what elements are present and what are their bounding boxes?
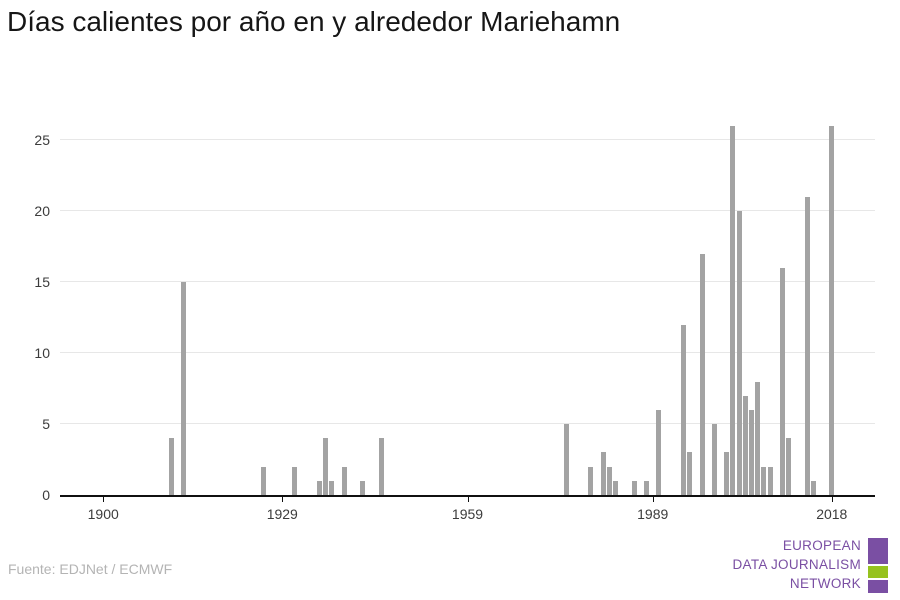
source-text: Fuente: EDJNet / ECMWF: [8, 561, 173, 577]
bar-1995: [687, 452, 693, 495]
bar-1945: [378, 438, 384, 495]
gridline-y-10: [60, 352, 875, 354]
bar-2006: [755, 381, 761, 495]
bar-2008: [767, 466, 773, 495]
bar-1931: [292, 466, 298, 495]
bar-1997: [699, 253, 705, 495]
logo-line-european: EUROPEAN: [782, 538, 861, 553]
bar-2015: [810, 480, 816, 495]
x-tick-label-1959: 1959: [451, 506, 484, 522]
bar-1936: [322, 438, 328, 495]
bar-chart-plot-area: 0 5 10 15 20 25 1900 1929 1959 1989 2018: [34, 112, 875, 522]
bar-1926: [261, 466, 267, 495]
bar-2011: [786, 438, 792, 495]
bar-2005: [749, 409, 754, 495]
gridline-y-20: [60, 210, 875, 212]
y-tick-label-0: 0: [42, 487, 50, 503]
bar-2018: [829, 126, 835, 495]
x-tick-label-1900: 1900: [87, 506, 119, 522]
x-tick-mark-1959: [467, 497, 469, 502]
bar-1999: [711, 424, 717, 495]
bar-2003: [736, 211, 742, 495]
bar-1937: [329, 480, 335, 495]
edjnet-logo-mark-icon: [868, 538, 888, 593]
bar-2001: [724, 452, 730, 495]
x-tick-mark-1900: [103, 497, 105, 502]
bar-2002: [730, 126, 736, 495]
y-tick-label-20: 20: [34, 203, 50, 220]
bar-1986: [631, 480, 637, 495]
x-tick-label-1989: 1989: [637, 506, 669, 522]
logo-line-network: NETWORK: [789, 576, 861, 592]
bar-1975: [563, 424, 569, 495]
bar-1988: [644, 480, 650, 495]
bar-1979: [588, 466, 594, 495]
logo-line-data-journalism: DATA JOURNALISM: [732, 557, 861, 573]
edjnet-logo: EUROPEAN DATA JOURNALISM NETWORK: [732, 538, 888, 593]
edjnet-logo-text: EUROPEAN DATA JOURNALISM NETWORK: [732, 538, 861, 593]
x-tick-label-1929: 1929: [266, 506, 298, 522]
chart-title: Días calientes por año en y alrededor Ma…: [7, 6, 621, 37]
x-tick-mark-1929: [282, 497, 284, 502]
bar-1981: [600, 452, 606, 495]
gridline-y-5: [60, 423, 875, 425]
logo-block-purple-bottom: [868, 580, 888, 593]
y-tick-label-15: 15: [34, 274, 50, 291]
x-tick-mark-2018: [831, 497, 833, 502]
bar-1994: [681, 324, 687, 495]
bar-1983: [613, 480, 619, 495]
x-tick-mark-1989: [652, 497, 654, 502]
bar-1939: [341, 466, 347, 495]
logo-block-green: [868, 566, 888, 578]
bar-2004: [742, 395, 748, 495]
y-tick-label-10: 10: [34, 345, 50, 362]
bar-1935: [316, 480, 322, 495]
logo-block-purple-top: [868, 538, 888, 564]
gridline-y-15: [60, 281, 875, 283]
bar-1911: [168, 438, 174, 495]
bar-2014: [804, 197, 810, 495]
y-tick-label-25: 25: [34, 132, 50, 149]
bar-1942: [360, 480, 366, 495]
bar-1990: [656, 409, 662, 495]
bar-1913: [180, 282, 186, 495]
bar-2007: [761, 466, 767, 495]
x-tick-label-2018: 2018: [816, 506, 848, 522]
gridline-y-25: [60, 139, 875, 141]
bar-2010: [779, 268, 785, 495]
bar-1982: [607, 466, 612, 495]
y-tick-label-5: 5: [42, 416, 50, 433]
